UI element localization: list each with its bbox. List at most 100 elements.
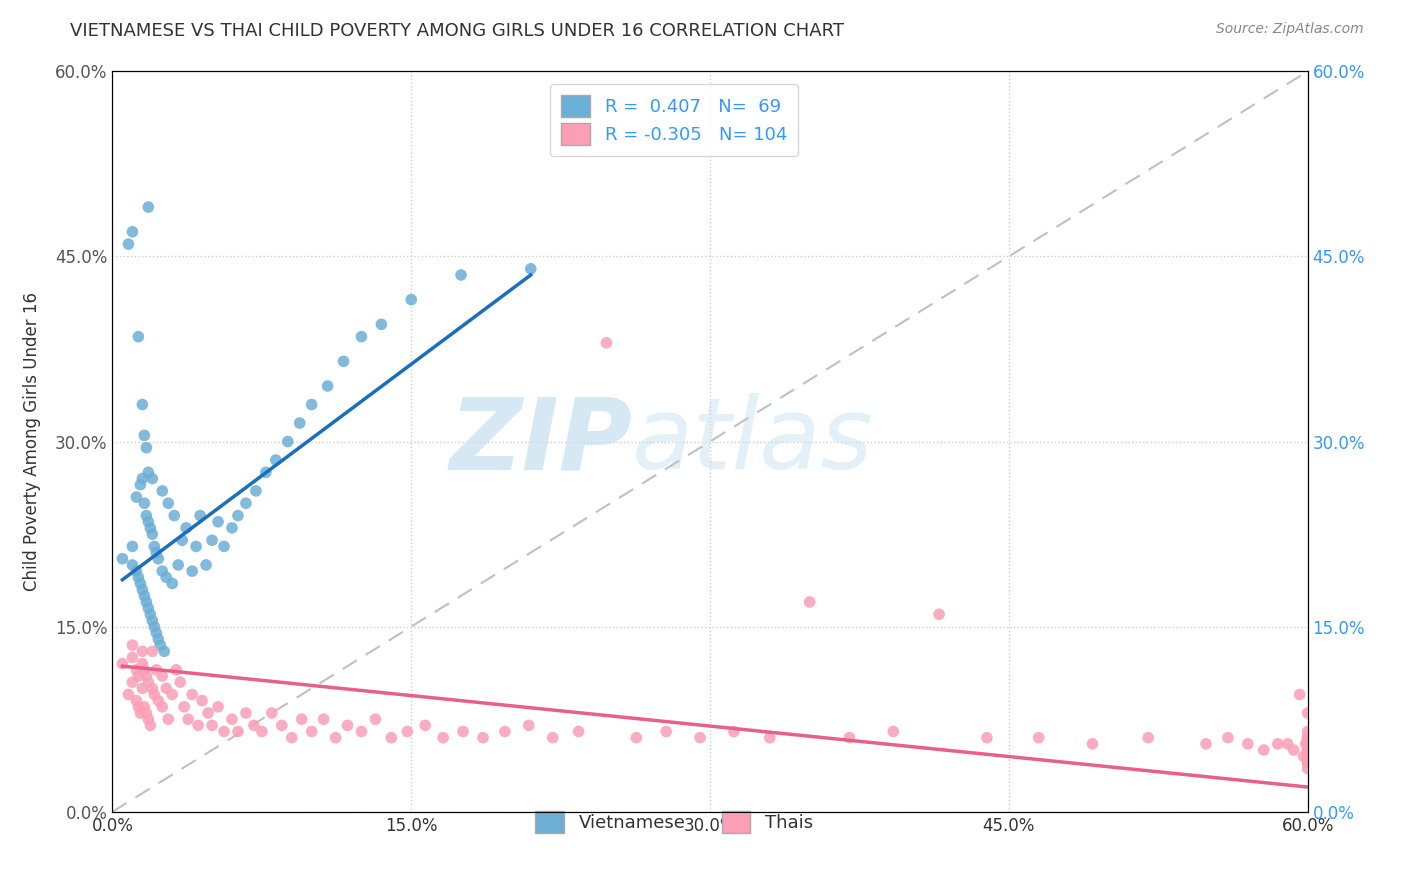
Point bbox=[143, 688, 166, 702]
Point bbox=[1216, 731, 1239, 745]
Point bbox=[1277, 737, 1299, 751]
Point bbox=[689, 731, 711, 745]
Point bbox=[1296, 756, 1319, 770]
Point bbox=[138, 466, 160, 480]
Point bbox=[195, 558, 218, 572]
Point bbox=[135, 706, 157, 720]
Point bbox=[138, 515, 160, 529]
Point bbox=[129, 477, 152, 491]
Point bbox=[1296, 737, 1319, 751]
Point bbox=[127, 570, 149, 584]
Point bbox=[169, 675, 191, 690]
Point bbox=[157, 712, 180, 726]
Point bbox=[221, 521, 243, 535]
Point bbox=[316, 379, 339, 393]
Point bbox=[138, 675, 160, 690]
Point bbox=[520, 261, 543, 276]
Point bbox=[121, 558, 143, 572]
Point bbox=[134, 699, 156, 714]
Point bbox=[380, 731, 402, 745]
Point bbox=[1296, 749, 1319, 764]
Point bbox=[187, 718, 209, 732]
Point bbox=[181, 564, 204, 578]
Point bbox=[111, 551, 134, 566]
Point bbox=[201, 533, 224, 548]
Point bbox=[568, 724, 591, 739]
Point bbox=[174, 521, 197, 535]
Point bbox=[882, 724, 904, 739]
Point bbox=[139, 718, 162, 732]
Point bbox=[212, 724, 235, 739]
Point bbox=[759, 731, 782, 745]
Point bbox=[472, 731, 495, 745]
Point bbox=[141, 614, 163, 628]
Point bbox=[221, 712, 243, 726]
Point bbox=[1237, 737, 1260, 751]
Point bbox=[332, 354, 354, 368]
Point bbox=[135, 508, 157, 523]
Point bbox=[172, 533, 194, 548]
Point bbox=[1267, 737, 1289, 751]
Point bbox=[127, 699, 149, 714]
Point bbox=[181, 688, 204, 702]
Point bbox=[197, 706, 219, 720]
Point bbox=[141, 681, 163, 696]
Point bbox=[121, 638, 143, 652]
Point bbox=[138, 601, 160, 615]
Point bbox=[139, 521, 162, 535]
Point bbox=[117, 237, 139, 252]
Point bbox=[1296, 749, 1319, 764]
Point bbox=[1288, 688, 1310, 702]
Point bbox=[148, 694, 170, 708]
Point bbox=[250, 724, 273, 739]
Point bbox=[281, 731, 304, 745]
Point bbox=[127, 329, 149, 343]
Point bbox=[150, 699, 173, 714]
Point bbox=[150, 564, 173, 578]
Point bbox=[207, 699, 229, 714]
Point bbox=[135, 595, 157, 609]
Point bbox=[1195, 737, 1218, 751]
Point bbox=[301, 724, 323, 739]
Point bbox=[723, 724, 745, 739]
Point bbox=[450, 268, 472, 282]
Point bbox=[134, 496, 156, 510]
Y-axis label: Child Poverty Among Girls Under 16: Child Poverty Among Girls Under 16 bbox=[24, 292, 41, 591]
Point bbox=[150, 483, 173, 498]
Point bbox=[141, 471, 163, 485]
Point bbox=[143, 540, 166, 554]
Point bbox=[1296, 706, 1319, 720]
Point bbox=[1137, 731, 1160, 745]
Point bbox=[350, 329, 373, 343]
Text: VIETNAMESE VS THAI CHILD POVERTY AMONG GIRLS UNDER 16 CORRELATION CHART: VIETNAMESE VS THAI CHILD POVERTY AMONG G… bbox=[70, 22, 844, 40]
Point bbox=[138, 200, 160, 214]
Point bbox=[401, 293, 423, 307]
Point bbox=[121, 540, 143, 554]
Point bbox=[1296, 743, 1319, 757]
Text: Source: ZipAtlas.com: Source: ZipAtlas.com bbox=[1216, 22, 1364, 37]
Point bbox=[336, 718, 359, 732]
Point bbox=[838, 731, 860, 745]
Point bbox=[451, 724, 474, 739]
Point bbox=[1295, 737, 1317, 751]
Point bbox=[155, 570, 177, 584]
Point bbox=[1296, 724, 1319, 739]
Point bbox=[125, 490, 148, 504]
Point bbox=[325, 731, 347, 745]
Point bbox=[243, 718, 266, 732]
Point bbox=[235, 496, 257, 510]
Point bbox=[226, 508, 249, 523]
Point bbox=[626, 731, 648, 745]
Point bbox=[277, 434, 299, 449]
Point bbox=[245, 483, 267, 498]
Point bbox=[291, 712, 314, 726]
Point bbox=[134, 589, 156, 603]
Point bbox=[165, 663, 187, 677]
Point bbox=[270, 718, 292, 732]
Point bbox=[301, 398, 323, 412]
Point bbox=[148, 551, 170, 566]
Text: ZIP: ZIP bbox=[450, 393, 633, 490]
Point bbox=[413, 718, 436, 732]
Point bbox=[432, 731, 454, 745]
Point bbox=[134, 663, 156, 677]
